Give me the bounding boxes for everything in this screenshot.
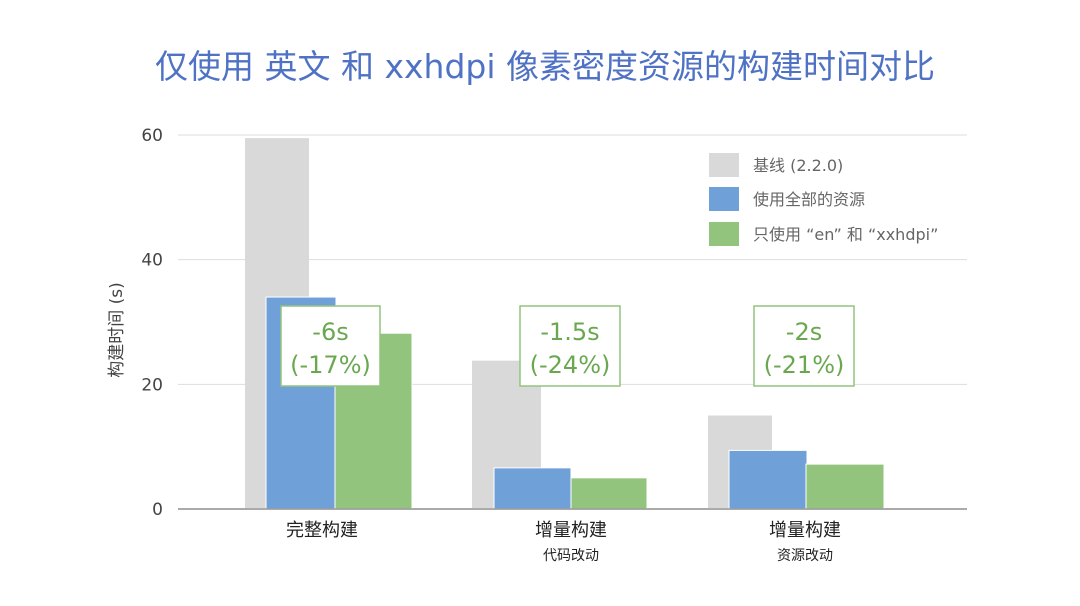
bar-series-3-category-3: [805, 463, 885, 510]
legend-label: 基线 (2.2.0): [753, 156, 843, 175]
y-tick-label: 60: [141, 126, 163, 146]
annotations: -6s (-17%) -1.5s (-24%) -2s (-21%): [280, 305, 855, 387]
y-tick-label: 0: [152, 500, 163, 520]
y-axis-label: 构建时间 (s): [107, 282, 127, 378]
annotation-box: [519, 305, 621, 387]
legend-label: 只使用 “en” 和 “xxhdpi”: [753, 225, 938, 244]
legend-swatch: [709, 222, 739, 246]
annotation-box: [753, 305, 855, 387]
bar-series-2-category-2: [493, 467, 572, 510]
category-sublabel: 资源改动: [777, 548, 833, 564]
annotation-percent: (-21%): [764, 351, 845, 379]
annotation-delta: -2s: [786, 318, 822, 346]
annotation-delta: -1.5s: [540, 318, 599, 346]
annotation-delta: -6s: [312, 318, 348, 346]
category-sublabel: 代码改动: [543, 548, 599, 564]
annotation-box: [280, 305, 381, 387]
bar-series-3-category-2: [570, 477, 648, 510]
legend-label: 使用全部的资源: [753, 190, 865, 209]
annotation-percent: (-17%): [290, 351, 371, 379]
y-tick-labels: 0 20 40 60: [141, 126, 163, 520]
legend-swatch: [709, 153, 739, 177]
bars: [178, 138, 967, 510]
bar-series-2-category-3: [728, 449, 808, 510]
category-label: 增量构建: [769, 520, 841, 541]
annotation-percent: (-24%): [530, 351, 611, 379]
legend-swatch: [709, 187, 739, 211]
chart-title: 仅使用 英文 和 xxhdpi 像素密度资源的构建时间对比: [155, 47, 935, 86]
y-tick-label: 20: [141, 375, 163, 395]
y-tick-label: 40: [141, 251, 163, 271]
category-label: 增量构建: [535, 520, 607, 541]
category-label: 完整构建: [286, 520, 358, 541]
